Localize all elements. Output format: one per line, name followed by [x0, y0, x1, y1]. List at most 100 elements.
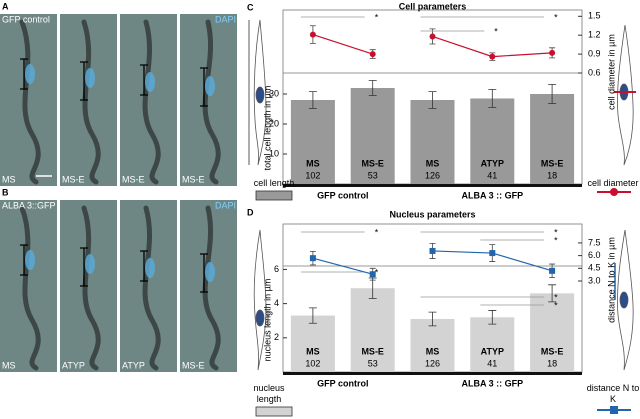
error-bar [428, 91, 437, 109]
series-line [312, 257, 373, 275]
error-bar [488, 89, 497, 108]
measure-bar [80, 61, 88, 101]
nucleus [25, 250, 35, 270]
category-label: MS [426, 158, 440, 168]
category-label: ATYP [481, 346, 504, 356]
y-tick-label: 2 [274, 332, 279, 342]
category-label: MS [426, 346, 440, 356]
legend-swatch [255, 190, 293, 201]
count-label: 102 [305, 170, 320, 180]
baseline-strip [283, 372, 582, 375]
count-label: 18 [547, 358, 557, 368]
legend-label: nucleus length [253, 383, 285, 404]
significance-label: * [554, 227, 558, 237]
error-bar [368, 80, 377, 96]
legend-label: distance N to K [586, 383, 640, 404]
count-label: 41 [487, 358, 497, 368]
category-label: MS-E [361, 158, 384, 168]
y-tick-label: 30 [269, 88, 279, 98]
y-axis-label: cell diameter in µm [606, 34, 616, 110]
legend-label: cell length [253, 178, 295, 188]
bar [290, 315, 335, 372]
error-bar [428, 311, 437, 327]
measure-bar [140, 64, 148, 96]
y2-tick-label: 1.2 [588, 30, 601, 40]
group-label: ALBA 3 :: GFP [461, 378, 523, 388]
significance-label: * [554, 12, 558, 22]
bar [470, 98, 515, 184]
y-tick-label: 4 [274, 298, 279, 308]
chart-title: Cell parameters [399, 1, 467, 11]
bar [530, 293, 575, 372]
point [429, 247, 436, 254]
measure-bar [20, 244, 28, 276]
y2-tick-label: 0.9 [588, 48, 601, 58]
image-label: ATYP [62, 360, 85, 370]
significance-label: * [554, 292, 558, 302]
category-label: MS [306, 158, 320, 168]
y2-tick-label: 1.5 [588, 11, 601, 21]
measure-bar [200, 253, 208, 293]
stain-label: DAPI [215, 200, 236, 210]
point [369, 51, 376, 58]
bar [410, 100, 455, 184]
measure-bar [140, 250, 148, 282]
cell [142, 19, 161, 185]
error-bar [308, 91, 317, 109]
point [549, 267, 556, 274]
count-label: 102 [305, 358, 320, 368]
point [489, 53, 496, 60]
y-tick-label: 20 [269, 118, 279, 128]
count-label: 126 [425, 170, 440, 180]
legend-label: cell diameter [587, 178, 639, 188]
cell [202, 19, 221, 185]
y-tick-label: 10 [269, 148, 279, 158]
y2-tick-label: 4.5 [588, 263, 601, 273]
image-label: MS-E [182, 360, 205, 370]
cell [142, 205, 161, 371]
nucleus [25, 64, 35, 84]
bar [410, 319, 455, 372]
image-label: MS [2, 360, 16, 370]
y2-tick-label: 7.5 [588, 237, 601, 247]
y-tick-label: 6 [274, 264, 279, 274]
cell [202, 205, 221, 371]
measure-bar [80, 247, 88, 287]
bar [290, 100, 335, 184]
count-label: 53 [368, 358, 378, 368]
image-label: MS-E [182, 174, 205, 184]
baseline-strip [283, 184, 582, 187]
bar [350, 288, 395, 372]
bar [530, 94, 575, 184]
bar [470, 317, 515, 372]
category-label: MS-E [361, 346, 384, 356]
image-label: ATYP [122, 360, 145, 370]
category-label: ATYP [481, 158, 504, 168]
image-label: MS-E [122, 174, 145, 184]
y2-tick-label: 3.0 [588, 275, 601, 285]
y-axis-label: distance N to K in µm [606, 237, 616, 323]
nucleus [145, 72, 155, 92]
count-label: 18 [547, 170, 557, 180]
panel-letter: B [2, 187, 9, 197]
nucleus [85, 254, 95, 274]
point [489, 250, 496, 257]
error-bar [308, 307, 317, 324]
error-bar [548, 284, 557, 303]
error-bar [488, 310, 497, 325]
series-line [312, 33, 373, 55]
nucleus [205, 262, 215, 282]
y-axis-label: total cell length in µm [262, 86, 272, 171]
category-label: MS-E [541, 346, 564, 356]
point [369, 271, 376, 278]
point [309, 255, 316, 262]
category-label: MS [306, 346, 320, 356]
legend-marker [610, 406, 618, 414]
cell [81, 205, 101, 371]
count-label: 53 [368, 170, 378, 180]
panel-letter: D [247, 207, 254, 217]
y-axis-label: nucleus length in µm [262, 279, 272, 362]
cell-illustrations [248, 19, 636, 371]
legend-swatch [255, 406, 293, 417]
